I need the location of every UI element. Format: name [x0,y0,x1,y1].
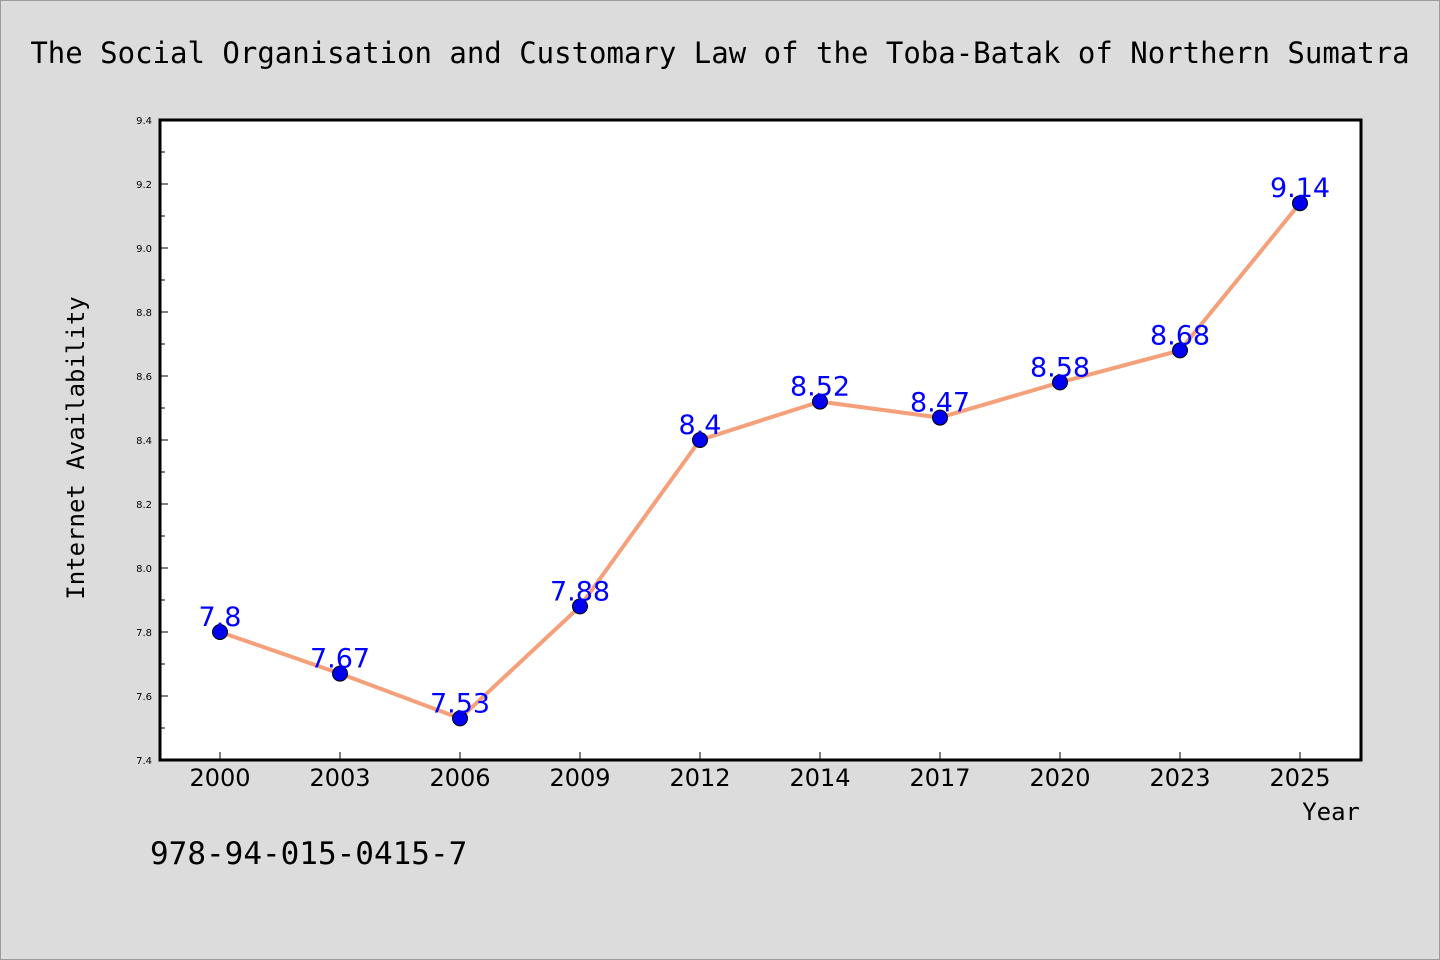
data-label: 8.4 [679,410,722,441]
isbn-annotation: 978-94-015-0415-7 [150,836,467,872]
x-tick-label: 2025 [1269,764,1330,792]
y-tick-label: 8.8 [136,308,152,319]
x-tick-label: 2017 [909,764,970,792]
y-tick-label: 7.4 [136,756,152,767]
data-label: 8.58 [1030,352,1090,383]
plot-border [158,118,1363,762]
x-tick-label: 2012 [669,764,730,792]
x-tick-label: 2006 [429,764,490,792]
data-point [812,393,828,410]
data-point [572,598,588,615]
x-tick-label: 2000 [189,764,250,792]
y-tick-label: 7.8 [136,628,152,639]
x-axis: 2000 2003 2006 2009 2012 2014 2017 2020 2023 2025 [189,752,1331,792]
y-tick-label: 9.0 [136,244,152,255]
series-line [219,201,1302,721]
plot-area [160,120,1361,760]
data-label: 7.8 [199,602,242,633]
y-tick-label: 8.6 [136,372,152,383]
data-label: 7.67 [310,644,370,675]
data-label: 8.68 [1150,320,1210,351]
data-point [332,665,348,682]
x-tick-label: 2009 [549,764,610,792]
data-point [212,624,228,640]
x-tick-label: 2020 [1029,764,1090,792]
y-tick-label: 8.0 [136,564,152,575]
chart-title: The Social Organisation and Customary La… [30,36,1409,70]
data-markers [212,195,1308,727]
x-tick-label: 2014 [789,764,850,792]
y-tick-label: 7.6 [136,692,152,703]
data-labels: 7.8 7.67 7.53 7.88 8.4 8.52 8.47 8.58 8.68 9.14 [199,173,1331,719]
y-tick-label: 9.4 [136,116,152,127]
data-label: 8.52 [790,372,850,403]
data-label: 7.88 [550,576,610,607]
x-tick-label: 2003 [309,764,370,792]
data-point [1292,195,1308,212]
y-axis-label: Internet Availability [62,296,90,599]
data-label: 8.47 [910,388,970,419]
data-label: 7.53 [430,688,490,719]
y-tick-label: 8.4 [136,436,152,447]
y-tick-label: 9.2 [136,180,152,191]
y-tick-label: 8.2 [136,500,152,511]
data-point [1052,374,1068,391]
data-point [452,710,468,727]
data-label: 9.14 [1270,173,1330,204]
data-point [932,409,948,426]
x-tick-label: 2023 [1149,764,1210,792]
data-point [692,432,708,448]
x-axis-label: Year [1302,798,1360,826]
data-point [1172,342,1188,359]
